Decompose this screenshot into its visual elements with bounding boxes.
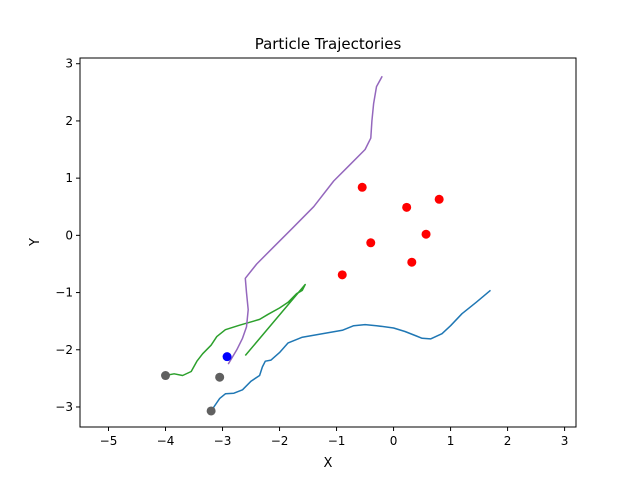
x-tick-label: −4 bbox=[157, 434, 175, 448]
x-tick-label: 0 bbox=[390, 434, 398, 448]
red-point-7 bbox=[407, 257, 417, 267]
trajectory-line-2 bbox=[165, 283, 306, 377]
y-tick-label: 0 bbox=[65, 228, 73, 242]
x-tick-label: −2 bbox=[271, 434, 289, 448]
red-point-4 bbox=[366, 238, 376, 248]
y-tick-label: 3 bbox=[65, 57, 73, 71]
red-point-5 bbox=[421, 229, 431, 239]
trajectory-line-3 bbox=[227, 75, 383, 365]
chart-title: Particle Trajectories bbox=[255, 35, 402, 53]
start-point-3 bbox=[206, 406, 216, 416]
red-point-1 bbox=[357, 182, 367, 192]
x-tick-label: 3 bbox=[561, 434, 569, 448]
y-tick-label: −1 bbox=[55, 286, 73, 300]
trajectory-line-1 bbox=[210, 289, 491, 412]
blue-point-1 bbox=[222, 352, 232, 362]
red-point-2 bbox=[402, 202, 412, 212]
y-tick-label: 1 bbox=[65, 171, 73, 185]
plot-area: −5 −4 −3 −2 −1 0 1 2 3 −3 −2 −1 0 1 2 3 bbox=[55, 57, 577, 448]
x-tick-label: −1 bbox=[328, 434, 346, 448]
x-tick-label: −3 bbox=[214, 434, 232, 448]
start-point-1 bbox=[161, 371, 171, 381]
x-tick-label: 2 bbox=[504, 434, 512, 448]
x-tick-label: −5 bbox=[100, 434, 118, 448]
red-point-3 bbox=[434, 194, 444, 204]
axes-frame bbox=[79, 57, 577, 428]
start-point-2 bbox=[215, 372, 225, 382]
y-axis-label: Y bbox=[28, 238, 43, 247]
red-point-6 bbox=[337, 270, 347, 280]
x-tick-label: 1 bbox=[447, 434, 455, 448]
y-tick-label: 2 bbox=[65, 114, 73, 128]
y-tick-label: −2 bbox=[55, 343, 73, 357]
x-axis-label: X bbox=[324, 456, 333, 471]
y-tick-label: −3 bbox=[55, 400, 73, 414]
